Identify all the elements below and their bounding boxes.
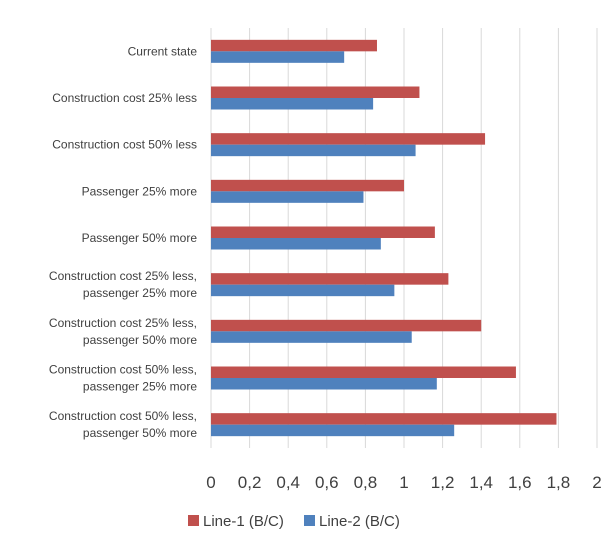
x-tick-label: 1,6 <box>508 473 532 492</box>
category-label: Construction cost 25% less <box>52 91 197 105</box>
x-tick-label: 1,8 <box>547 473 571 492</box>
bar-line-2 <box>211 51 345 63</box>
bar-line-1 <box>211 39 377 52</box>
bar-line-1 <box>211 133 486 145</box>
bar-line-1 <box>211 366 516 378</box>
x-tick-label: 0,8 <box>354 473 378 492</box>
x-tick-label: 1 <box>399 473 408 492</box>
category-label: Construction cost 25% less, <box>49 269 197 283</box>
category-label: passenger 25% more <box>83 286 197 300</box>
category-label: Construction cost 50% less <box>52 138 197 152</box>
legend-swatch <box>304 515 315 526</box>
category-label: Passenger 25% more <box>82 184 198 198</box>
bar-line-2 <box>211 331 412 343</box>
bar-line-2 <box>211 378 437 390</box>
x-tick-label: 1,2 <box>431 473 455 492</box>
category-label: Construction cost 25% less, <box>49 316 197 330</box>
bar-line-1 <box>211 226 435 238</box>
bar-line-1 <box>211 319 482 332</box>
bar-line-1 <box>211 273 449 285</box>
category-label: Passenger 50% more <box>82 231 198 245</box>
x-tick-label: 0 <box>206 473 215 492</box>
category-label: passenger 50% more <box>83 426 197 440</box>
legend-label: Line-2 (B/C) <box>319 513 400 530</box>
category-label: Current state <box>128 44 198 58</box>
bar-line-2 <box>211 98 374 110</box>
bar-line-2 <box>211 191 364 203</box>
category-label: Construction cost 50% less, <box>49 409 197 423</box>
x-tick-label: 0,4 <box>276 473 300 492</box>
bar-line-2 <box>211 424 455 437</box>
bar-line-2 <box>211 238 381 250</box>
legend-swatch <box>188 515 199 526</box>
category-label: passenger 50% more <box>83 333 197 347</box>
legend-label: Line-1 (B/C) <box>203 513 284 530</box>
category-label: passenger 25% more <box>83 380 197 394</box>
bar-line-2 <box>211 144 416 157</box>
category-label: Construction cost 50% less, <box>49 363 197 377</box>
x-tick-label: 0,2 <box>238 473 262 492</box>
bar-line-2 <box>211 284 395 297</box>
x-tick-label: 0,6 <box>315 473 339 492</box>
x-tick-label: 1,4 <box>469 473 493 492</box>
bar-line-1 <box>211 413 557 425</box>
bar-line-1 <box>211 179 404 192</box>
bar-line-1 <box>211 86 420 98</box>
x-tick-label: 2 <box>592 473 601 492</box>
